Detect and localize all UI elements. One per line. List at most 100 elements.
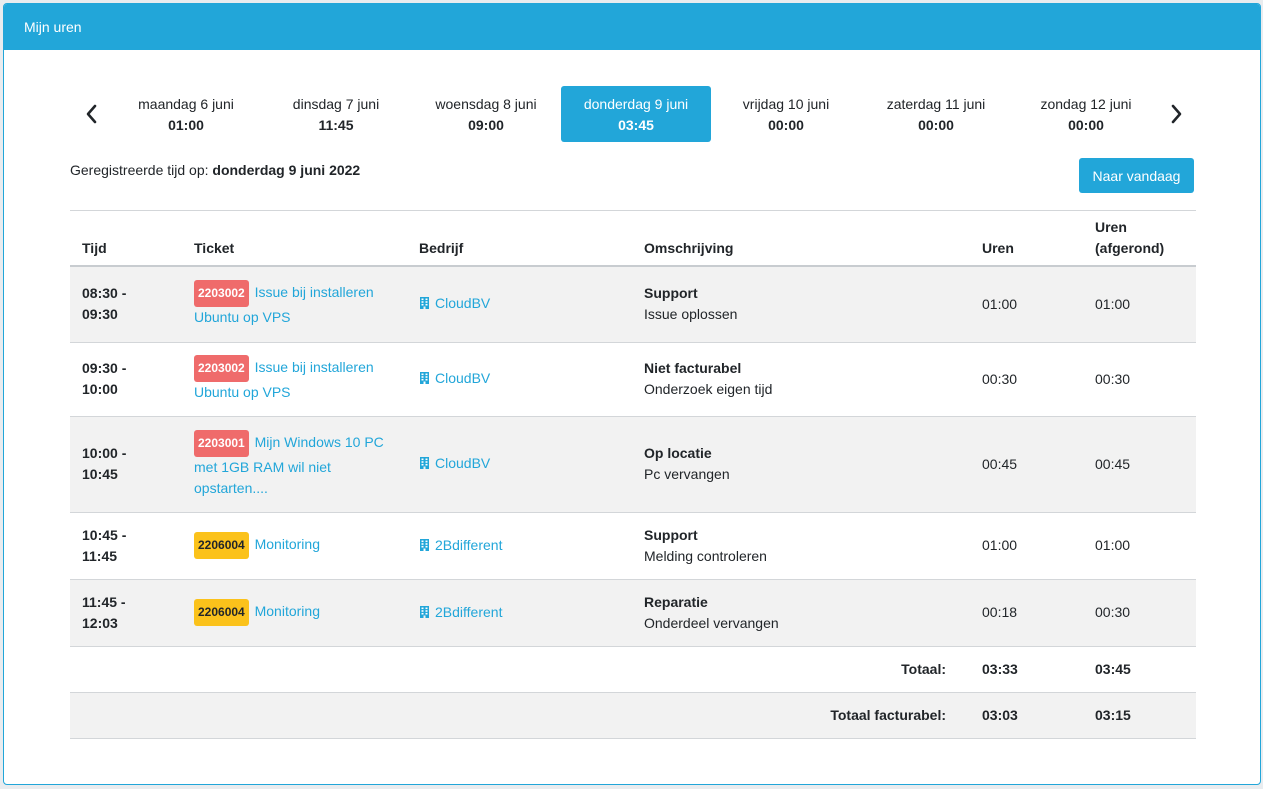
company-name: CloudBV — [435, 295, 491, 312]
building-icon — [419, 536, 430, 557]
ticket-number-badge[interactable]: 2203002 — [194, 280, 249, 308]
company-link[interactable]: 2Bdifferent — [419, 537, 502, 553]
time-to: 11:45 — [82, 547, 118, 564]
day-total: 03:45 — [618, 117, 654, 133]
day-saturday[interactable]: zaterdag 11 juni 00:00 — [861, 86, 1011, 142]
description-text: Pc vervangen — [644, 466, 730, 482]
description-title: Support — [644, 285, 698, 302]
row-ticket: 2206004 Monitoring — [182, 512, 407, 580]
ticket-title-link[interactable]: Issue bij installeren Ubuntu op VPS — [194, 359, 374, 400]
header-rounded-line2: (afgerond) — [1095, 240, 1165, 256]
chevron-right-icon[interactable] — [1164, 100, 1188, 128]
registered-line: Geregistreerde tijd op: donderdag 9 juni… — [70, 152, 1194, 210]
row-company: CloudBV — [407, 266, 632, 343]
row-ticket: 2206004 Monitoring — [182, 579, 407, 647]
description-text: Issue oplossen — [644, 306, 738, 323]
row-hours: 01:00 — [970, 512, 1083, 580]
ticket-title-link[interactable]: Mijn Windows 10 PC met 1GB RAM wil niet … — [194, 433, 384, 496]
row-description: Op locatie Pc vervangen — [632, 416, 970, 513]
header-description: Omschrijving — [632, 210, 970, 267]
ticket-number-badge[interactable]: 2203002 — [194, 355, 249, 382]
company-link[interactable]: CloudBV — [419, 295, 490, 311]
time-from: 10:00 - — [82, 445, 127, 461]
hours-panel: Mijn uren maandag 6 juni 01:00 dinsdag 7… — [3, 3, 1261, 785]
description-title: Niet facturabel — [644, 360, 742, 376]
row-ticket: 2203002 Issue bij installeren Ubuntu op … — [182, 266, 407, 343]
day-total: 01:00 — [168, 117, 204, 133]
day-total: 00:00 — [768, 117, 804, 133]
day-name: zaterdag 11 juni — [886, 96, 986, 112]
row-ticket: 2203002 Issue bij installeren Ubuntu op … — [182, 342, 407, 417]
row-time: 11:45 - 12:03 — [70, 579, 182, 647]
day-total: 11:45 — [318, 117, 354, 133]
row-description: Reparatie Onderdeel vervangen — [632, 579, 970, 647]
building-icon — [419, 294, 430, 315]
header-time: Tijd — [70, 210, 182, 267]
row-description: Support Melding controleren — [632, 512, 970, 580]
time-to: 10:00 — [82, 381, 118, 397]
company-name: CloudBV — [435, 370, 491, 386]
row-time: 08:30 - 09:30 — [70, 266, 182, 343]
ticket-title-link[interactable]: Issue bij installeren Ubuntu op VPS — [194, 284, 374, 326]
ticket-title-link[interactable]: Monitoring — [254, 536, 320, 553]
ticket-number-badge[interactable]: 2206004 — [194, 599, 249, 626]
hours-table: Tijd Ticket Bedrijf Omschrijving Uren Ur… — [70, 210, 1196, 739]
chevron-left-icon[interactable] — [80, 100, 104, 128]
row-hours: 01:00 — [970, 266, 1083, 343]
day-monday[interactable]: maandag 6 juni 01:00 — [111, 86, 261, 142]
time-to: 10:45 — [82, 466, 118, 482]
day-thursday[interactable]: donderdag 9 juni 03:45 — [561, 86, 711, 142]
header-hours-rounded: Uren (afgerond) — [1083, 210, 1196, 267]
description-text: Melding controleren — [644, 547, 767, 564]
time-to: 12:03 — [82, 614, 118, 631]
registered-text: Geregistreerde tijd op: donderdag 9 juni… — [70, 162, 360, 178]
go-to-today-button[interactable]: Naar vandaag — [1079, 158, 1194, 193]
row-company: 2Bdifferent — [407, 512, 632, 580]
total-hours: 03:33 — [970, 646, 1083, 693]
row-hours: 00:45 — [970, 416, 1083, 513]
ticket-title-link[interactable]: Monitoring — [254, 603, 320, 620]
table-row: 08:30 - 09:30 2203002 Issue bij installere… — [70, 266, 1196, 343]
row-description: Support Issue oplossen — [632, 266, 970, 343]
panel-body: maandag 6 juni 01:00 dinsdag 7 juni 11:4… — [4, 86, 1260, 739]
day-navigator: maandag 6 juni 01:00 dinsdag 7 juni 11:4… — [70, 86, 1194, 142]
company-name: CloudBV — [435, 455, 491, 471]
building-icon — [419, 454, 430, 475]
day-name: vrijdag 10 juni — [742, 96, 830, 112]
day-wednesday[interactable]: woensdag 8 juni 09:00 — [411, 86, 561, 142]
row-hours-rounded: 01:00 — [1083, 266, 1196, 343]
day-name: donderdag 9 juni — [583, 96, 689, 112]
row-company: 2Bdifferent — [407, 579, 632, 647]
header-ticket: Ticket — [182, 210, 407, 267]
row-company: CloudBV — [407, 342, 632, 417]
table-row: 10:45 - 11:45 2206004 Monitoring 2Bdifferen… — [70, 512, 1196, 580]
ticket-number-badge[interactable]: 2203001 — [194, 429, 249, 457]
day-name: woensdag 8 juni — [435, 96, 537, 112]
row-ticket: 2203001 Mijn Windows 10 PC met 1GB RAM w… — [182, 416, 407, 513]
total-row: Totaal: 03:33 03:45 — [70, 646, 1196, 693]
company-name: 2Bdifferent — [435, 536, 503, 553]
registered-date: donderdag 9 juni 2022 — [212, 162, 361, 178]
row-hours: 00:30 — [970, 342, 1083, 417]
table-header-row: Tijd Ticket Bedrijf Omschrijving Uren Ur… — [70, 210, 1196, 267]
row-hours-rounded: 00:30 — [1083, 579, 1196, 647]
company-name: 2Bdifferent — [435, 603, 503, 620]
description-text: Onderzoek eigen tijd — [644, 381, 773, 397]
company-link[interactable]: 2Bdifferent — [419, 604, 502, 620]
row-hours-rounded: 01:00 — [1083, 512, 1196, 580]
ticket-number-badge[interactable]: 2206004 — [194, 532, 249, 559]
header-hours: Uren — [970, 210, 1083, 267]
row-description: Niet facturabel Onderzoek eigen tijd — [632, 342, 970, 417]
time-from: 11:45 - — [82, 593, 126, 610]
company-link[interactable]: CloudBV — [419, 455, 490, 471]
day-total: 09:00 — [468, 117, 504, 133]
header-company: Bedrijf — [407, 210, 632, 267]
day-sunday[interactable]: zondag 12 juni 00:00 — [1011, 86, 1161, 142]
day-friday[interactable]: vrijdag 10 juni 00:00 — [711, 86, 861, 142]
day-tuesday[interactable]: dinsdag 7 juni 11:45 — [261, 86, 411, 142]
time-from: 09:30 - — [82, 360, 127, 376]
table-row: 11:45 - 12:03 2206004 Monitoring 2Bdifferen… — [70, 579, 1196, 647]
company-link[interactable]: CloudBV — [419, 370, 490, 386]
day-name: maandag 6 juni — [138, 96, 234, 112]
day-name: dinsdag 7 juni — [292, 96, 380, 112]
